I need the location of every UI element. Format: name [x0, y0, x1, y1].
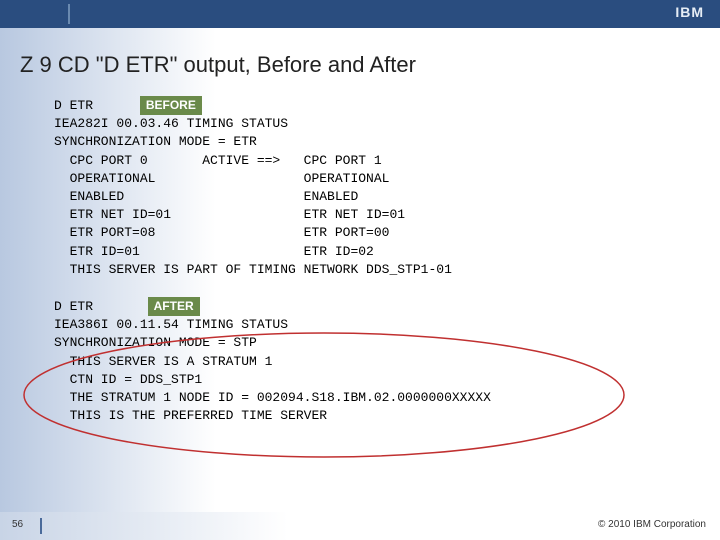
console-output: D ETR BEFORE IEA282I 00.03.46 TIMING STA…	[54, 96, 674, 425]
page-number: 56	[12, 519, 23, 530]
before-line2: IEA282I 00.03.46 TIMING STATUS	[54, 116, 288, 131]
after-line5: CTN ID = DDS_STP1	[54, 372, 202, 387]
ibm-logo: IBM	[675, 4, 704, 20]
header-divider	[68, 4, 70, 24]
before-line8: ETR PORT=08 ETR PORT=00	[54, 225, 389, 240]
footer-band: 56 © 2010 IBM Corporation	[0, 512, 720, 540]
footer-divider	[40, 518, 42, 534]
after-line1: D ETR	[54, 299, 148, 314]
after-line3: SYNCHRONIZATION MODE = STP	[54, 335, 257, 350]
after-label: AFTER	[148, 297, 200, 316]
before-line6: ENABLED ENABLED	[54, 189, 358, 204]
after-line4: THIS SERVER IS A STRATUM 1	[54, 354, 272, 369]
before-line4: CPC PORT 0 ACTIVE ==> CPC PORT 1	[54, 153, 382, 168]
header-band: IBM	[0, 0, 720, 28]
after-line7: THIS IS THE PREFERRED TIME SERVER	[54, 408, 327, 423]
before-line1: D ETR	[54, 98, 140, 113]
after-line2: IEA386I 00.11.54 TIMING STATUS	[54, 317, 288, 332]
page-title: Z 9 CD "D ETR" output, Before and After	[20, 52, 416, 78]
before-line5: OPERATIONAL OPERATIONAL	[54, 171, 389, 186]
before-line3: SYNCHRONIZATION MODE = ETR	[54, 134, 257, 149]
before-line9: ETR ID=01 ETR ID=02	[54, 244, 374, 259]
before-label: BEFORE	[140, 96, 202, 115]
before-line10: THIS SERVER IS PART OF TIMING NETWORK DD…	[54, 262, 452, 277]
after-line6: THE STRATUM 1 NODE ID = 002094.S18.IBM.0…	[54, 390, 491, 405]
copyright: © 2010 IBM Corporation	[598, 519, 706, 530]
before-line7: ETR NET ID=01 ETR NET ID=01	[54, 207, 405, 222]
